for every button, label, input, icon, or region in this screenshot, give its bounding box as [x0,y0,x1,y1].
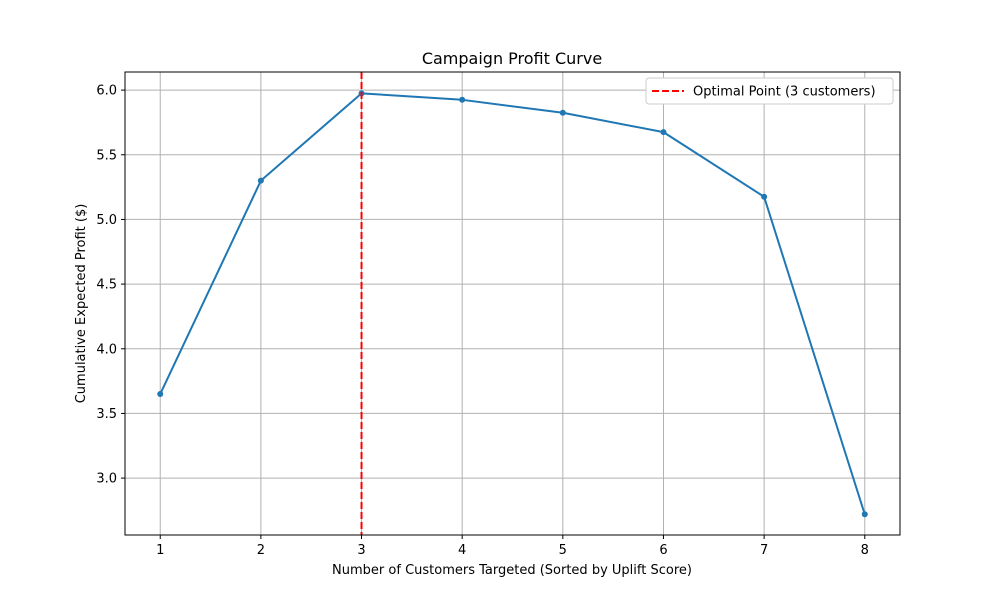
x-axis-ticks: 1 2 3 4 5 6 7 8 [156,535,869,558]
y-axis-ticks: 3.0 3.5 4.0 4.5 5.0 5.5 6.0 [96,84,125,487]
x-tick-label: 8 [861,543,869,558]
data-point [559,109,566,116]
chart-title: Campaign Profit Curve [422,49,602,68]
legend-box [645,77,894,105]
legend: Optimal Point (3 customers) [645,77,894,105]
x-axis-title: Number of Customers Targeted (Sorted by … [332,563,692,578]
data-point [157,391,164,398]
data-point [660,129,667,136]
profit-series-line [159,92,866,515]
x-tick-label: 7 [760,543,768,558]
y-tick-label: 4.5 [96,278,117,293]
y-axis-title: Cumulative Expected Profit ($) [74,204,89,404]
y-tick-label: 3.0 [96,472,117,487]
x-tick-label: 6 [659,543,667,558]
x-tick-label: 2 [257,543,265,558]
y-tick-label: 3.5 [96,407,117,422]
x-tick-label: 3 [357,543,365,558]
grid-lines [125,72,900,535]
y-tick-label: 6.0 [96,84,117,99]
y-tick-label: 5.0 [96,213,117,228]
x-tick-label: 1 [156,543,164,558]
data-point [257,177,264,184]
plot-frame [124,71,901,536]
data-point [761,193,768,200]
data-point [459,96,466,103]
data-series [157,90,868,518]
x-tick-label: 5 [559,543,567,558]
legend-label-optimal-point: Optimal Point (3 customers) [693,85,876,100]
y-tick-label: 5.5 [96,148,117,163]
data-point [861,511,868,518]
y-tick-label: 4.0 [96,342,117,357]
x-tick-label: 4 [458,543,466,558]
